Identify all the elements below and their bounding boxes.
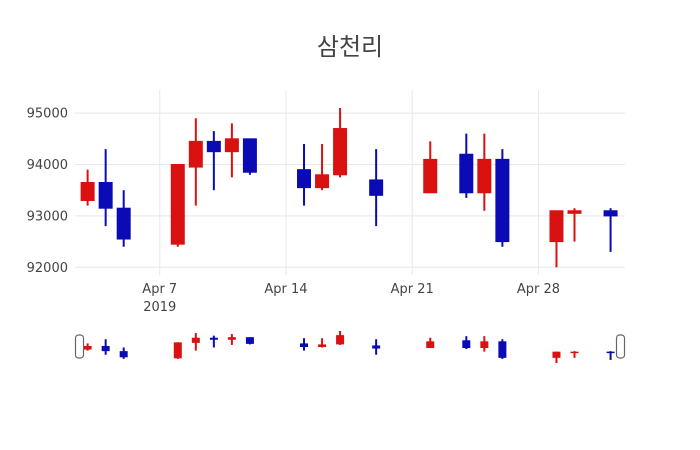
mini-candle-body [245,337,254,344]
y-axis-tick-label: 95000 [27,107,68,122]
candle-increasing[interactable] [80,169,95,206]
candle-increasing[interactable] [170,164,185,247]
mini-candle-body [83,345,92,350]
range-slider-mini-candle [462,336,471,350]
range-slider-mini-candle [191,333,200,351]
candle-body [242,138,257,173]
candle-body [567,210,582,214]
candle-body [116,207,131,240]
y-axis-tick-label: 93000 [27,209,68,224]
range-slider-mini-candle [101,339,110,355]
candle-decreasing[interactable] [459,133,474,198]
candle-body [603,210,618,217]
range-slider-mini-candle [245,337,254,345]
candle-body [495,158,510,243]
range-slider-left-handle[interactable] [74,334,85,359]
candle-body [477,158,492,194]
mini-candle-body [552,351,561,358]
mini-candle-body [101,345,110,352]
range-slider-mini-candle [227,334,236,345]
mini-candle-body [318,344,327,347]
range-slider-mini-candle [426,337,435,349]
range-slider-mini-candle [480,336,489,352]
x-axis-tick-label: Apr 7 [142,282,177,297]
chart-title: 삼천리 [317,33,383,61]
range-slider-right-handle[interactable] [615,334,626,359]
range-slider-mini-candle [570,351,579,358]
candle-increasing[interactable] [224,123,239,178]
x-axis-tick-label: Apr 14 [264,282,307,297]
candle-decreasing[interactable] [297,143,312,206]
candle-increasing[interactable] [188,118,203,206]
range-slider-mini-candle [173,342,182,359]
candle-decreasing[interactable] [495,149,510,247]
mini-candle-body [119,351,128,358]
mini-candle-body [606,351,615,354]
range-slider-mini-candle [498,339,507,359]
mini-candle-body [227,337,236,340]
plot-drag-area[interactable] [75,90,625,275]
mini-candle-body [498,341,507,358]
mini-candle-body [191,337,200,343]
mini-candle-body [300,343,309,347]
candle-body [206,140,221,153]
y-axis-tick-label: 92000 [27,261,68,276]
mini-candle-body [426,341,435,349]
candle-body [98,182,113,209]
candle-increasing[interactable] [549,210,564,268]
range-slider-mini-candle [318,338,327,348]
mini-candle-body [570,351,579,354]
y-axis-tick-label: 94000 [27,158,68,173]
mini-candle-body [372,345,381,349]
candle-decreasing[interactable] [98,149,113,227]
mini-candle-body [173,342,182,359]
candle-body [315,174,330,189]
candle-increasing[interactable] [477,133,492,211]
range-slider-mini-candle [300,338,309,351]
candle-increasing[interactable] [567,208,582,242]
candles-layer [80,107,618,268]
x-axis-tick-label: Apr 21 [391,282,434,297]
candle-body [423,158,438,194]
candle-body [188,140,203,168]
candle-body [369,179,384,196]
range-slider-mini-candle [336,331,345,345]
candle-decreasing[interactable] [206,131,221,191]
range-slider-mini-candle [83,343,92,351]
range-slider-mini-candle [606,351,615,360]
candle-body [333,128,348,176]
range-slider[interactable] [74,331,626,363]
range-slider-mini-candle [209,335,218,348]
candle-decreasing[interactable] [116,190,131,247]
candle-increasing[interactable] [333,107,348,178]
range-slider-mini-candle [119,347,128,359]
candle-decreasing[interactable] [242,138,257,175]
mini-candle-body [462,340,471,349]
candle-body [549,210,564,243]
x-axis-tick-sublabel: 2019 [143,300,176,315]
candle-decreasing[interactable] [369,149,384,227]
candle-decreasing[interactable] [603,208,618,252]
candle-body [297,169,312,189]
candle-increasing[interactable] [423,141,438,194]
range-slider-mini-candle [552,351,561,363]
candle-body [459,153,474,194]
x-axis: Apr 7 2019 Apr 14 Apr 21 Apr 28 [142,282,560,315]
x-axis-tick-label: Apr 28 [517,282,560,297]
candle-body [170,164,185,245]
candle-body [224,138,239,153]
y-axis: 92000 93000 94000 95000 [27,107,68,276]
candle-body [80,182,95,201]
range-slider-mini-candle [372,339,381,355]
mini-candle-body [209,337,218,340]
candle-increasing[interactable] [315,143,330,191]
mini-candle-body [336,335,345,345]
gridlines [75,90,625,275]
mini-candle-body [480,341,489,349]
